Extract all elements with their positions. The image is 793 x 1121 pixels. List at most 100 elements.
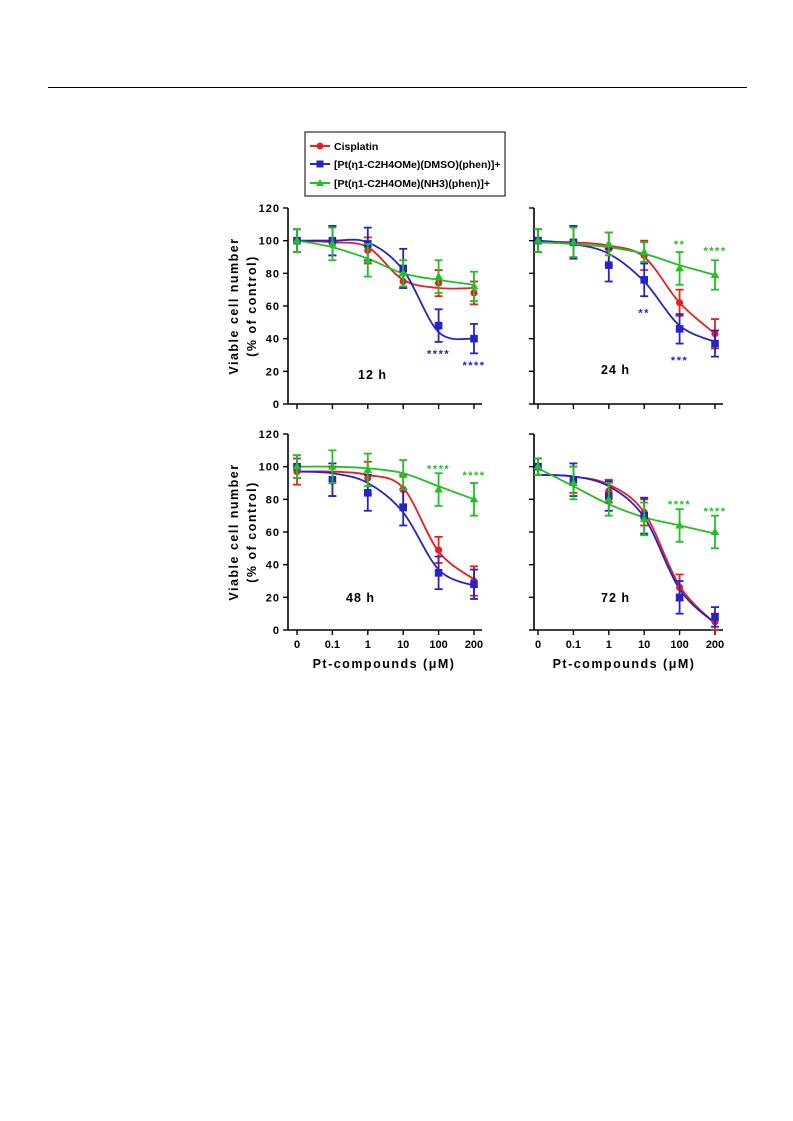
data-point-triangle	[569, 237, 578, 246]
data-point-triangle	[675, 520, 684, 529]
data-point-triangle	[604, 239, 614, 247]
y-tick-label: 100	[259, 462, 280, 474]
x-tick-label: 100	[429, 639, 447, 651]
significance-label: ****	[462, 470, 485, 482]
data-point-square	[675, 593, 684, 602]
data-point-square	[711, 613, 719, 621]
data-point-triangle	[292, 462, 302, 470]
data-point-triangle	[710, 270, 720, 278]
data-point-square	[434, 569, 443, 577]
y-tick-label: 60	[266, 527, 280, 539]
significance-label: ***	[671, 355, 688, 367]
chart-panel-72h: 0 0.1 1 10 100 200 72 h **** ****	[529, 433, 726, 651]
legend-marker-circle	[316, 142, 324, 150]
fit-curve	[296, 470, 475, 581]
fit-curve	[296, 238, 475, 341]
x-tick-label: 10	[397, 639, 409, 651]
panel-time-label: 24 h	[601, 363, 630, 377]
significance-label: ****	[703, 506, 726, 518]
legend-marker-triangle	[316, 179, 324, 186]
data-point-square	[364, 489, 372, 497]
data-point-square	[470, 334, 478, 343]
data-point-triangle	[710, 527, 720, 535]
y-tick-label: 0	[273, 625, 280, 637]
chart-panel-48h: 0 20 40 60 80 100 120 0 0.1 1 10 100 200 48 h **** ****	[259, 429, 485, 651]
data-point-triangle	[363, 465, 373, 473]
x-tick-label: 0.1	[566, 639, 581, 651]
y-axis-title-line1: Viable cell number	[227, 237, 241, 374]
x-tick-label: 1	[365, 639, 371, 651]
data-point-square	[605, 261, 613, 269]
y-axis-title-line1: Viable cell number	[227, 463, 241, 600]
legend-box	[304, 131, 506, 197]
data-point-triangle	[434, 272, 443, 280]
data-point-circle	[676, 299, 684, 307]
data-point-triangle	[469, 281, 479, 290]
y-axis-title-bottom: Viable cell number (% of control)	[227, 463, 259, 600]
data-point-triangle	[533, 236, 543, 244]
data-point-triangle	[434, 485, 443, 493]
x-tick-label: 0	[294, 639, 300, 651]
y-axis-title-line2: (% of control)	[245, 481, 259, 583]
fit-curve	[537, 241, 716, 276]
x-axis-title-right: Pt-compounds (μM)	[553, 657, 696, 671]
legend: Cisplatin [Pt(η1-C2H4OMe)(DMSO)(phen)]+ …	[304, 131, 506, 197]
data-point-triangle	[328, 462, 337, 470]
data-point-square	[675, 325, 684, 333]
fit-curve	[537, 241, 716, 335]
data-point-square	[470, 580, 478, 589]
legend-label: Cisplatin	[334, 141, 378, 153]
x-tick-label: 1	[606, 639, 612, 651]
data-point-triangle	[604, 494, 614, 503]
data-point-triangle	[398, 268, 408, 277]
y-tick-label: 0	[273, 399, 280, 411]
data-point-square	[434, 321, 443, 330]
significance-label: ****	[703, 245, 726, 257]
legend-item-cisplatin: Cisplatin	[310, 141, 378, 153]
y-tick-label: 100	[259, 236, 280, 248]
data-point-triangle	[469, 494, 479, 503]
x-tick-label: 0	[535, 639, 541, 651]
data-point-triangle	[533, 462, 543, 470]
x-tick-label: 10	[638, 639, 650, 651]
y-tick-label: 60	[266, 301, 280, 313]
x-tick-label: 200	[706, 639, 724, 651]
significance-label: **	[638, 308, 650, 320]
data-point-triangle	[639, 247, 649, 256]
legend-item-nh3: [Pt(η1-C2H4OMe)(NH3)(phen)]+	[310, 178, 490, 190]
x-tick-label: 100	[670, 639, 688, 651]
y-tick-label: 120	[259, 203, 280, 215]
y-tick-label: 120	[259, 429, 280, 441]
y-axis-title-top: Viable cell number (% of control)	[227, 237, 259, 374]
legend-label: [Pt(η1-C2H4OMe)(NH3)(phen)]+	[334, 178, 490, 190]
y-tick-label: 20	[266, 366, 280, 378]
y-tick-label: 80	[266, 268, 280, 280]
significance-label: ****	[462, 360, 485, 372]
y-axis-title-line2: (% of control)	[245, 255, 259, 357]
data-point-triangle	[363, 255, 373, 264]
x-axis-title-left: Pt-compounds (μM)	[313, 657, 456, 671]
data-point-triangle	[292, 236, 302, 244]
legend-marker-square	[316, 160, 324, 168]
legend-label: [Pt(η1-C2H4OMe)(DMSO)(phen)]+	[334, 159, 501, 171]
data-point-triangle	[398, 470, 408, 478]
data-point-square	[711, 339, 719, 348]
panel-time-label: 48 h	[346, 591, 375, 605]
significance-label: ****	[668, 499, 691, 511]
chart-panel-12h: 0 20 40 60 80 100 120 12 h **** ****	[259, 203, 485, 411]
significance-label: ****	[427, 348, 450, 360]
data-point-circle	[435, 546, 443, 554]
header-rule	[48, 87, 747, 88]
y-tick-label: 40	[266, 560, 280, 572]
chart-panel-24h: 24 h***********	[529, 207, 726, 409]
fit-curve	[537, 239, 716, 343]
panel-time-label: 72 h	[601, 591, 630, 605]
y-tick-label: 20	[266, 592, 280, 604]
data-point-triangle	[675, 263, 684, 272]
legend-item-dmso: [Pt(η1-C2H4OMe)(DMSO)(phen)]+	[310, 159, 501, 171]
significance-label: **	[674, 239, 686, 251]
y-tick-label: 40	[266, 334, 280, 346]
data-point-triangle	[328, 239, 337, 247]
